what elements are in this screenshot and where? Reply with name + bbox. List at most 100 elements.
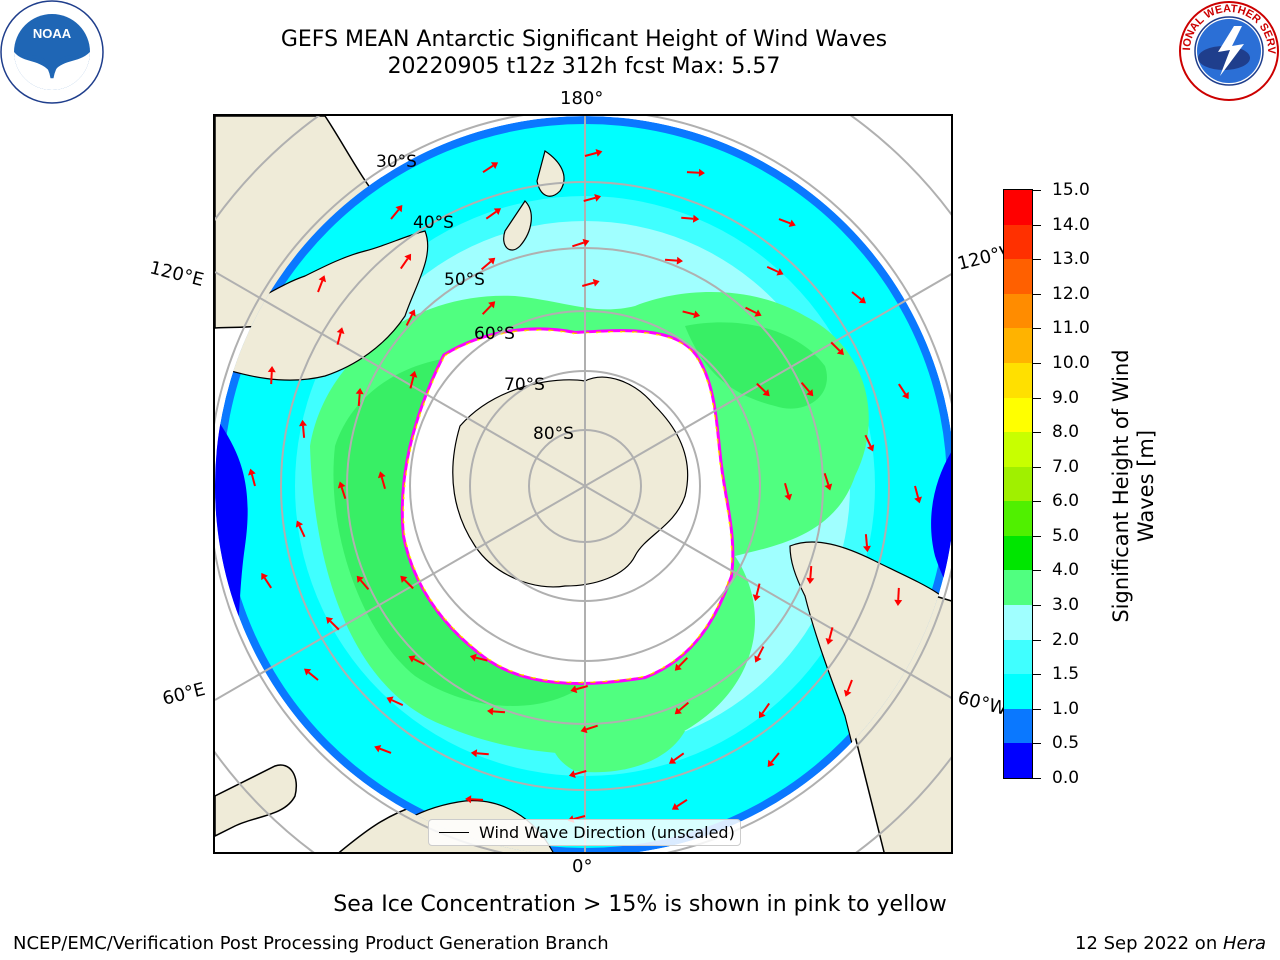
- colorbar-tick: [1033, 397, 1041, 399]
- wind-arrow-shaft: [379, 747, 392, 754]
- colorbar-tick: [1033, 639, 1041, 641]
- wind-arrow-shaft: [682, 310, 695, 316]
- wind-arrow-head: [261, 572, 268, 581]
- wind-arrow-head: [595, 149, 603, 157]
- colorbar-tick-label: 12.0: [1052, 283, 1090, 304]
- wind-arrow-shaft: [308, 671, 319, 681]
- legend-label: Wind Wave Direction (unscaled): [479, 823, 735, 842]
- colorbar-segment: [1004, 293, 1032, 329]
- wind-arrow-shaft: [745, 306, 757, 314]
- colorbar-segment: [1004, 431, 1032, 467]
- polar-map: [213, 114, 953, 854]
- meridians: [215, 116, 951, 852]
- map-legend: Wind Wave Direction (unscaled): [428, 819, 741, 846]
- wind-arrow-head: [469, 653, 477, 662]
- wind-arrow-head: [858, 296, 866, 304]
- wind-arrow-shaft: [391, 699, 404, 707]
- map-canvas: [215, 116, 951, 852]
- wind-arrow-shaft: [475, 656, 488, 662]
- wind-arrow-shaft: [800, 381, 811, 393]
- wind-arrow-shaft: [405, 314, 413, 326]
- lat-label-80s: 80°S: [533, 424, 574, 444]
- wind-arrow-head: [788, 219, 796, 228]
- wind-arrow-shaft: [485, 210, 497, 220]
- wind-arrow-head: [674, 663, 682, 671]
- wind-arrow-head: [400, 575, 408, 583]
- wind-arrow-shaft: [574, 770, 587, 776]
- wind-arrow-head: [386, 696, 394, 704]
- wind-arrow-shaft: [582, 281, 595, 287]
- wind-arrow-head: [568, 770, 576, 779]
- colorbar-tick: [1033, 190, 1041, 191]
- wind-arrow-shaft: [809, 565, 813, 579]
- wind-arrow-head: [762, 389, 770, 397]
- wind-arrow-shaft: [482, 164, 494, 173]
- wind-arrow-shaft: [298, 525, 306, 538]
- wind-arrow-head: [866, 444, 875, 452]
- colorbar-tick: [1033, 466, 1041, 468]
- wind-arrow-head: [824, 483, 833, 491]
- colorbar-tick: [1033, 501, 1041, 503]
- colorbar-tick-label: 6.0: [1052, 491, 1080, 512]
- colorbar-tick-label: 10.0: [1052, 352, 1090, 373]
- wind-arrow-shaft: [481, 304, 492, 315]
- colorbar-tick-label: 2.0: [1052, 629, 1080, 650]
- lon-label-60w: 60°W: [955, 687, 1009, 720]
- wind-arrow-shaft: [359, 579, 370, 591]
- footer-date-text: 12 Sep 2022 on: [1075, 933, 1223, 954]
- wind-arrow-shaft: [761, 702, 771, 714]
- wind-arrow-shaft: [584, 151, 597, 157]
- wind-arrow-head: [295, 520, 304, 528]
- wind-arrow-head: [374, 744, 382, 753]
- wind-arrow-head: [754, 309, 762, 317]
- lon-label-60e: 60°E: [160, 678, 208, 710]
- lat-label-60s: 60°S: [474, 324, 515, 344]
- wind-arrow-head: [337, 481, 346, 489]
- legend-line-swatch: [439, 832, 469, 833]
- wind-arrow-head: [767, 759, 775, 767]
- lat-label-40s: 40°S: [413, 213, 454, 233]
- wind-arrow-head: [902, 391, 909, 400]
- wind-arrow-shaft: [575, 685, 588, 691]
- colorbar-tick-label: 5.0: [1052, 525, 1080, 546]
- colorbar-tick-label: 9.0: [1052, 387, 1080, 408]
- wind-arrow-shaft: [340, 486, 347, 499]
- wind-arrow-shaft: [263, 577, 272, 589]
- wind-arrow-shaft: [830, 341, 841, 352]
- wind-arrow-head: [592, 278, 600, 287]
- colorbar-segment: [1004, 466, 1032, 502]
- wind-arrow-head: [674, 707, 682, 715]
- wind-arrow-head: [698, 168, 705, 177]
- wind-arrow-head: [356, 575, 364, 583]
- wind-arrow-shaft: [270, 371, 273, 385]
- colorbar-tick-label: 0.5: [1052, 733, 1080, 754]
- wind-arrow-shaft: [673, 752, 685, 762]
- wind-arrow-shaft: [476, 752, 489, 756]
- wind-arrow-head: [336, 327, 345, 335]
- wind-arrow-head: [836, 347, 844, 356]
- footer-date: 12 Sep 2022 on Hera: [1075, 933, 1266, 955]
- wind-arrow-shaft: [250, 474, 256, 487]
- wind-arrow-head: [299, 419, 307, 427]
- wind-arrow-shaft: [678, 701, 690, 712]
- wind-arrow-shaft: [864, 434, 872, 447]
- wind-arrow-head: [570, 685, 578, 694]
- colorbar-tick: [1033, 570, 1041, 572]
- wind-arrow-shaft: [897, 587, 900, 601]
- wind-arrow-shaft: [583, 196, 596, 202]
- wind-arrow-shaft: [390, 209, 400, 220]
- wind-arrow-head: [758, 711, 766, 719]
- new-zealand-land: [503, 150, 565, 251]
- colorbar-tick: [1033, 259, 1041, 261]
- colorbar: [1003, 189, 1033, 779]
- lon-label-120e: 120°E: [147, 257, 206, 291]
- colorbar-tick: [1033, 778, 1041, 779]
- colorbar-tick-label: 4.0: [1052, 560, 1080, 581]
- wind-arrow-shaft: [329, 620, 340, 631]
- wind-arrow-shaft: [823, 473, 830, 486]
- wind-arrow-head: [326, 616, 334, 625]
- wind-arrow-head: [465, 795, 472, 804]
- colorbar-tick: [1033, 224, 1041, 226]
- wind-arrow-shaft: [357, 393, 361, 407]
- colorbar-tick: [1033, 535, 1041, 537]
